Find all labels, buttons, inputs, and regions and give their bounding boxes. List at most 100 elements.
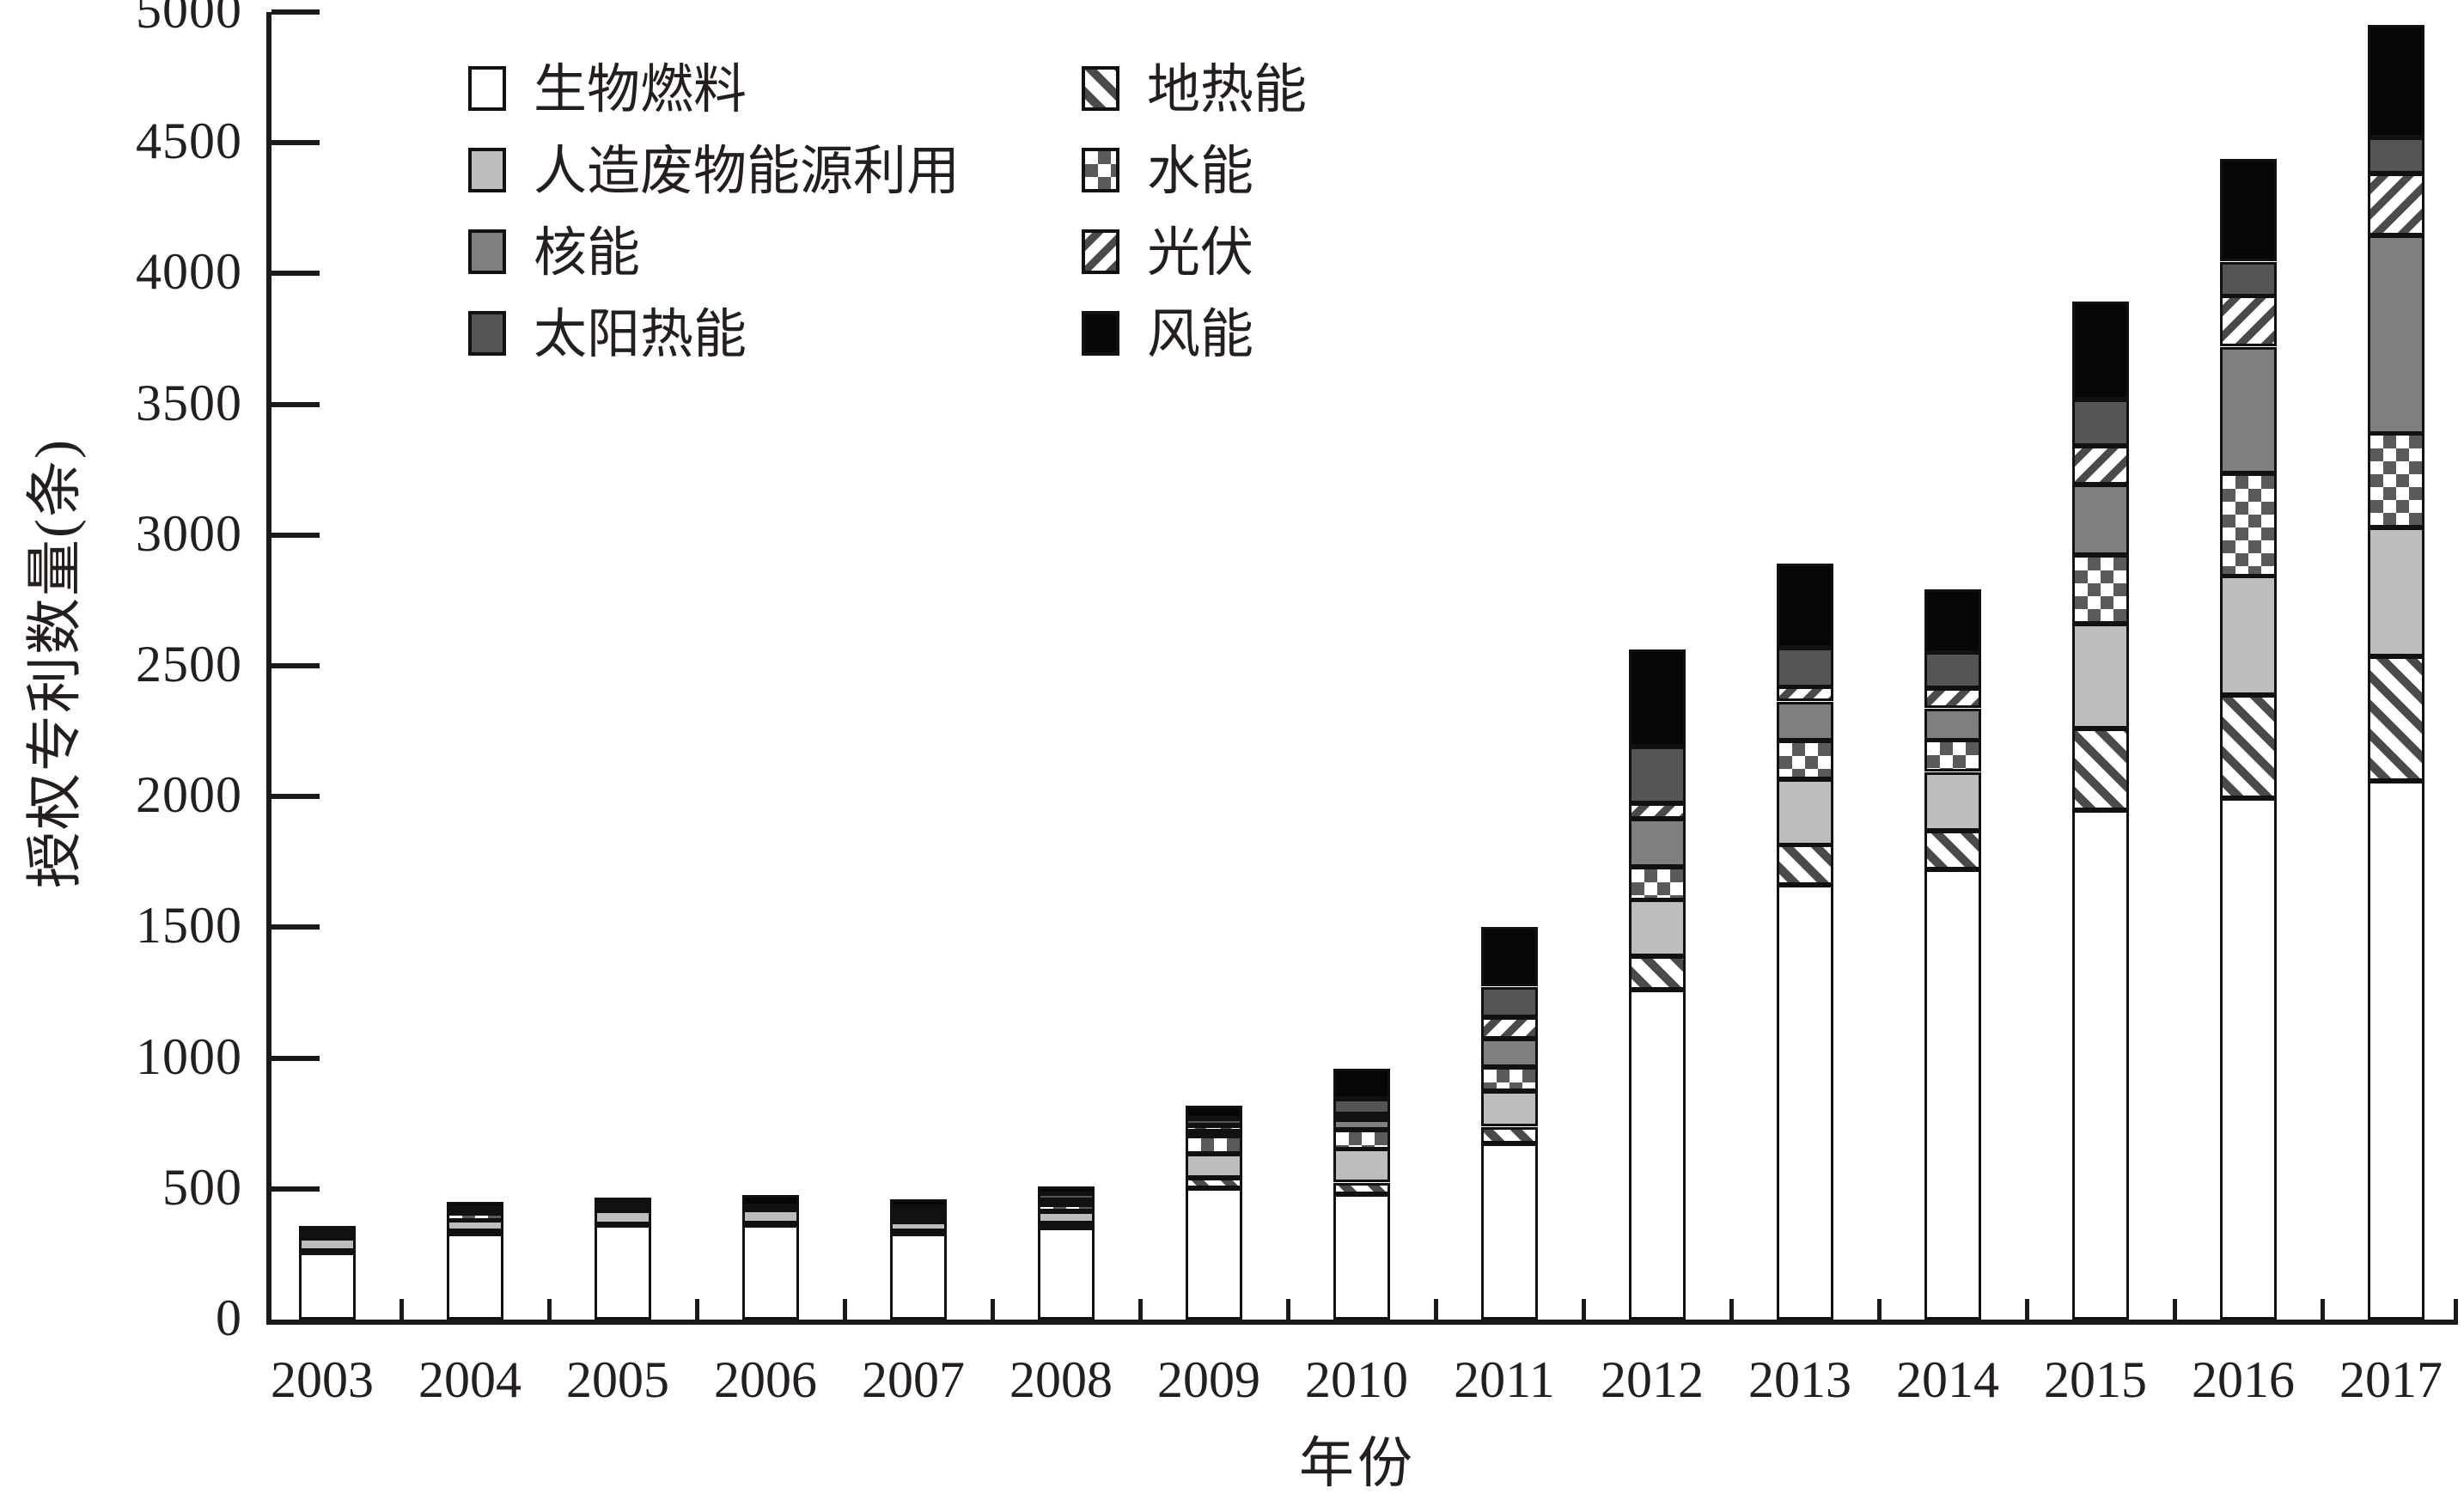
stacked-bar-2004 [447,1202,503,1320]
bar-segment-2015-光伏 [2072,446,2129,485]
bar-segment-2013-地热能 [1777,845,1833,885]
bar-segment-2010-生物燃料 [1333,1194,1390,1320]
bar-segment-2017-生物燃料 [2368,781,2424,1320]
bar-segment-2017-光伏 [2368,174,2424,235]
bar-segment-2017-核能 [2368,235,2424,434]
bar-segment-2012-地热能 [1629,956,1686,990]
bar-segment-2004-水能 [447,1213,503,1221]
bar-segment-2012-人造废物能源利用 [1629,899,1686,956]
x-tick-label-2013: 2013 [1748,1351,1851,1408]
bar-segment-2015-水能 [2072,555,2129,624]
bar-segment-2006-风能 [742,1195,799,1206]
stacked-bar-2012 [1629,649,1686,1320]
bar-segment-2005-核能 [595,1204,651,1210]
x-axis-tick [1434,1299,1438,1320]
bar-segment-2013-风能 [1777,564,1833,648]
bar-segment-2012-水能 [1629,867,1686,900]
x-tick-label-2008: 2008 [1009,1351,1113,1408]
bar-segment-2009-核能 [1186,1131,1242,1136]
y-tick-label: 2500 [136,636,242,692]
bar-segment-2006-生物燃料 [742,1225,799,1320]
y-tick-label: 2000 [136,766,242,824]
bar-segment-2011-地热能 [1481,1127,1538,1143]
bar-segment-2007-太阳热能 [890,1207,947,1212]
stacked-bar-2008 [1038,1186,1095,1320]
bar-segment-2017-太阳热能 [2368,137,2424,174]
stacked-bar-2015 [2072,302,2129,1320]
bar-segment-2012-太阳热能 [1629,747,1686,803]
x-tick-label-2016: 2016 [2192,1351,2295,1408]
y-axis-tick [271,663,320,668]
bar-segment-2017-地热能 [2368,656,2424,781]
stacked-bar-2009 [1186,1106,1242,1320]
bar-segment-2015-风能 [2072,302,2129,399]
bar-segment-2017-人造废物能源利用 [2368,527,2424,656]
bar-segment-2014-人造废物能源利用 [1924,772,1981,831]
plot-area [266,9,2458,1325]
x-axis-tick [2025,1299,2029,1320]
x-tick-label-2011: 2011 [1454,1351,1555,1408]
bar-segment-2010-风能 [1333,1069,1390,1099]
x-axis-tick [2173,1299,2177,1320]
bar-segment-2010-地热能 [1333,1183,1390,1194]
bar-segment-2014-地热能 [1924,831,1981,869]
stacked-bar-2011 [1481,927,1538,1320]
x-axis-tick [991,1299,995,1320]
bar-segment-2003-风能 [299,1226,356,1231]
bar-segment-2016-风能 [2220,159,2277,261]
y-tick-label: 4500 [136,113,242,170]
bar-segment-2011-光伏 [1481,1017,1538,1039]
bar-segment-2010-水能 [1333,1130,1390,1149]
bar-segment-2010-人造废物能源利用 [1333,1149,1390,1182]
bar-segment-2010-核能 [1333,1119,1390,1130]
y-tick-label: 3000 [136,504,242,562]
bar-segment-2004-风能 [447,1202,503,1208]
stacked-bar-2005 [595,1198,651,1320]
bar-segment-2007-核能 [890,1213,947,1218]
x-tick-label-2004: 2004 [418,1351,521,1408]
bar-segment-2011-水能 [1481,1067,1538,1091]
bar-segment-2009-人造废物能源利用 [1186,1154,1242,1178]
x-tick-label-2007: 2007 [862,1351,965,1408]
bar-segment-2016-太阳热能 [2220,262,2277,296]
bar-segment-2008-太阳热能 [1038,1193,1095,1200]
bar-segment-2008-人造废物能源利用 [1038,1211,1095,1223]
x-tick-label-2012: 2012 [1601,1351,1704,1408]
bar-segment-2010-光伏 [1333,1114,1390,1119]
bar-segment-2015-太阳热能 [2072,399,2129,446]
bar-segment-2012-核能 [1629,819,1686,867]
y-tick-label: 3500 [136,374,242,431]
x-axis-tick [1877,1299,1882,1320]
bar-segment-2009-光伏 [1186,1125,1242,1131]
x-tick-label-2015: 2015 [2044,1351,2147,1408]
x-axis-tick [1729,1299,1734,1320]
y-axis-tick [271,1186,320,1192]
bar-segment-2014-核能 [1924,709,1981,741]
bar-segment-2011-太阳热能 [1481,987,1538,1017]
x-axis-tick [2321,1299,2325,1320]
bar-segment-2015-核能 [2072,485,2129,555]
bar-segment-2009-太阳热能 [1186,1119,1242,1125]
y-axis-tick [271,401,320,407]
bar-segment-2009-地热能 [1186,1178,1242,1188]
bar-segment-2008-水能 [1038,1204,1095,1211]
bar-segment-2013-人造废物能源利用 [1777,779,1833,845]
x-axis-tick [1582,1299,1586,1320]
x-axis-tick [843,1299,847,1320]
bar-segment-2007-人造废物能源利用 [890,1222,947,1231]
bar-segment-2014-水能 [1924,740,1981,771]
stacked-bar-2016 [2220,159,2277,1320]
bar-segment-2011-核能 [1481,1039,1538,1067]
x-tick-label-2010: 2010 [1305,1351,1408,1408]
bar-segment-2010-太阳热能 [1333,1099,1390,1114]
stacked-bar-2010 [1333,1069,1390,1320]
bar-segment-2009-水能 [1186,1136,1242,1154]
bar-segment-2014-光伏 [1924,688,1981,708]
bar-segment-2011-风能 [1481,927,1538,986]
x-axis-title: 年份 [1299,1433,1416,1494]
bar-segment-2015-人造废物能源利用 [2072,624,2129,729]
bar-segment-2011-生物燃料 [1481,1143,1538,1320]
y-tick-label: 1000 [136,1027,242,1085]
bar-segment-2013-太阳热能 [1777,648,1833,687]
